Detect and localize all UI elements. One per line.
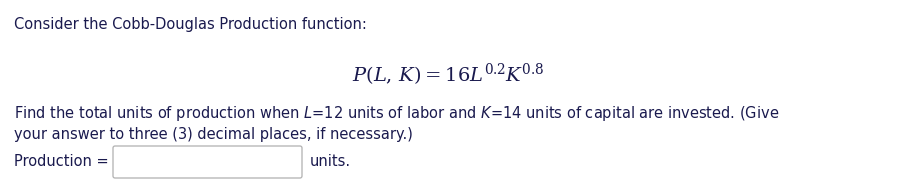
Text: Production =: Production = bbox=[14, 155, 109, 170]
Text: Consider the Cobb-Douglas Production function:: Consider the Cobb-Douglas Production fun… bbox=[14, 17, 367, 32]
Text: your answer to three (3) decimal places, if necessary.): your answer to three (3) decimal places,… bbox=[14, 127, 413, 142]
Text: units.: units. bbox=[310, 155, 351, 170]
FancyBboxPatch shape bbox=[113, 146, 302, 178]
Text: Find the total units of production when $\mathit{L}$=12 units of labor and $\mat: Find the total units of production when … bbox=[14, 104, 779, 123]
Text: $\mathit{P(L,\,K)} = \mathit{16L^{0.2}K^{0.8}}$: $\mathit{P(L,\,K)} = \mathit{16L^{0.2}K^… bbox=[352, 62, 544, 88]
